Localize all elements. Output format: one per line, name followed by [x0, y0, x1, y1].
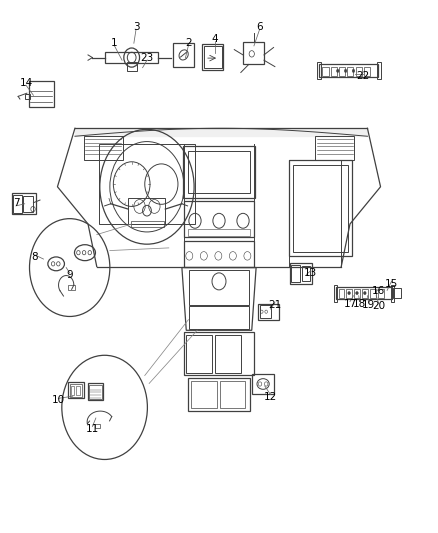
Bar: [184, 332, 254, 375]
Bar: [243, 42, 264, 64]
Bar: [336, 287, 392, 300]
Bar: [289, 160, 352, 256]
Text: 23: 23: [140, 53, 154, 63]
Bar: [189, 306, 249, 329]
Bar: [131, 221, 163, 227]
Text: 16: 16: [372, 286, 385, 296]
Bar: [191, 381, 217, 408]
Bar: [356, 67, 362, 76]
Bar: [215, 335, 241, 373]
Bar: [378, 289, 384, 298]
Bar: [189, 270, 249, 305]
Bar: [95, 424, 100, 428]
Bar: [334, 285, 337, 302]
Bar: [13, 195, 21, 213]
Text: 11: 11: [86, 424, 99, 434]
Bar: [393, 288, 401, 298]
Bar: [252, 374, 275, 394]
Bar: [106, 52, 158, 63]
Bar: [291, 265, 300, 282]
Text: 12: 12: [264, 392, 277, 402]
Text: 22: 22: [357, 71, 370, 81]
Bar: [88, 383, 103, 400]
Bar: [220, 381, 245, 408]
Bar: [68, 382, 84, 398]
Text: 17: 17: [343, 298, 357, 309]
Bar: [315, 136, 354, 160]
Bar: [339, 67, 345, 76]
Bar: [339, 289, 344, 298]
Bar: [362, 289, 368, 298]
Bar: [187, 229, 251, 236]
Text: 14: 14: [19, 78, 33, 88]
Bar: [317, 62, 321, 79]
Text: 9: 9: [67, 270, 73, 280]
Bar: [128, 198, 165, 224]
Bar: [28, 82, 54, 107]
Bar: [377, 62, 381, 79]
Bar: [290, 263, 312, 284]
Bar: [322, 67, 328, 76]
Bar: [84, 136, 123, 160]
Text: 1: 1: [111, 38, 117, 48]
Text: 7: 7: [13, 198, 19, 208]
Bar: [184, 241, 254, 266]
Circle shape: [352, 69, 355, 72]
Circle shape: [336, 69, 339, 72]
Bar: [127, 62, 137, 71]
Bar: [347, 67, 353, 76]
Bar: [354, 289, 360, 298]
Bar: [370, 289, 376, 298]
Bar: [12, 193, 35, 214]
Bar: [89, 385, 102, 399]
Bar: [331, 67, 337, 76]
Bar: [188, 378, 250, 411]
Text: 8: 8: [32, 252, 38, 262]
Text: 18: 18: [353, 298, 366, 309]
Circle shape: [344, 69, 347, 72]
Bar: [186, 335, 212, 373]
Bar: [68, 285, 75, 290]
Bar: [319, 64, 378, 77]
Bar: [187, 151, 251, 193]
Text: 4: 4: [211, 34, 218, 44]
Text: 19: 19: [362, 300, 375, 310]
Bar: [23, 196, 33, 212]
Bar: [184, 201, 254, 237]
Bar: [70, 384, 82, 397]
Text: 10: 10: [52, 395, 65, 406]
Bar: [391, 285, 394, 302]
Text: 15: 15: [385, 279, 398, 288]
Text: 6: 6: [256, 22, 263, 33]
Text: 13: 13: [304, 268, 317, 278]
Text: 21: 21: [268, 300, 282, 310]
Bar: [346, 289, 352, 298]
Bar: [293, 165, 348, 252]
Bar: [364, 67, 370, 76]
Bar: [71, 385, 74, 395]
Text: 3: 3: [133, 22, 139, 33]
Bar: [258, 304, 279, 320]
Bar: [204, 46, 222, 68]
Bar: [173, 43, 194, 67]
Bar: [76, 385, 80, 395]
Text: 2: 2: [185, 38, 192, 48]
Circle shape: [348, 292, 350, 295]
Bar: [25, 94, 29, 99]
Circle shape: [356, 292, 358, 295]
Circle shape: [364, 292, 366, 295]
Text: 20: 20: [372, 301, 385, 311]
Bar: [302, 266, 310, 281]
Bar: [260, 305, 271, 318]
Bar: [202, 44, 223, 70]
